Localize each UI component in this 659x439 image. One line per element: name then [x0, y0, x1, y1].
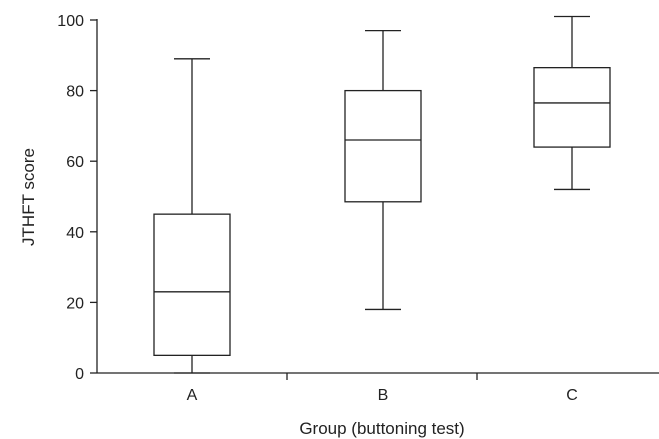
x-tick-label: B [378, 387, 389, 404]
x-tick-label: C [566, 387, 578, 404]
y-tick-label: 20 [66, 295, 84, 312]
box-A [153, 58, 231, 374]
y-tick-label: 100 [57, 13, 84, 30]
y-tick-label: 0 [75, 366, 84, 383]
y-tick-label: 60 [66, 154, 84, 171]
y-tick-label: 40 [66, 225, 84, 242]
iqr-box [533, 67, 611, 148]
iqr-box [344, 89, 422, 203]
y-axis-title: JTHFT score [19, 148, 38, 246]
x-axis-ticks: A B C [187, 373, 578, 404]
x-axis-title: Group (buttoning test) [299, 419, 464, 438]
iqr-box [153, 213, 231, 356]
box-C [533, 15, 611, 191]
box-B [344, 29, 422, 311]
plot-area: 0 20 40 60 80 100 A B C [57, 13, 659, 404]
y-axis-ticks: 0 20 40 60 80 100 [57, 13, 97, 383]
x-tick-label: A [187, 387, 198, 404]
boxes [153, 15, 611, 374]
y-tick-label: 80 [66, 84, 84, 101]
